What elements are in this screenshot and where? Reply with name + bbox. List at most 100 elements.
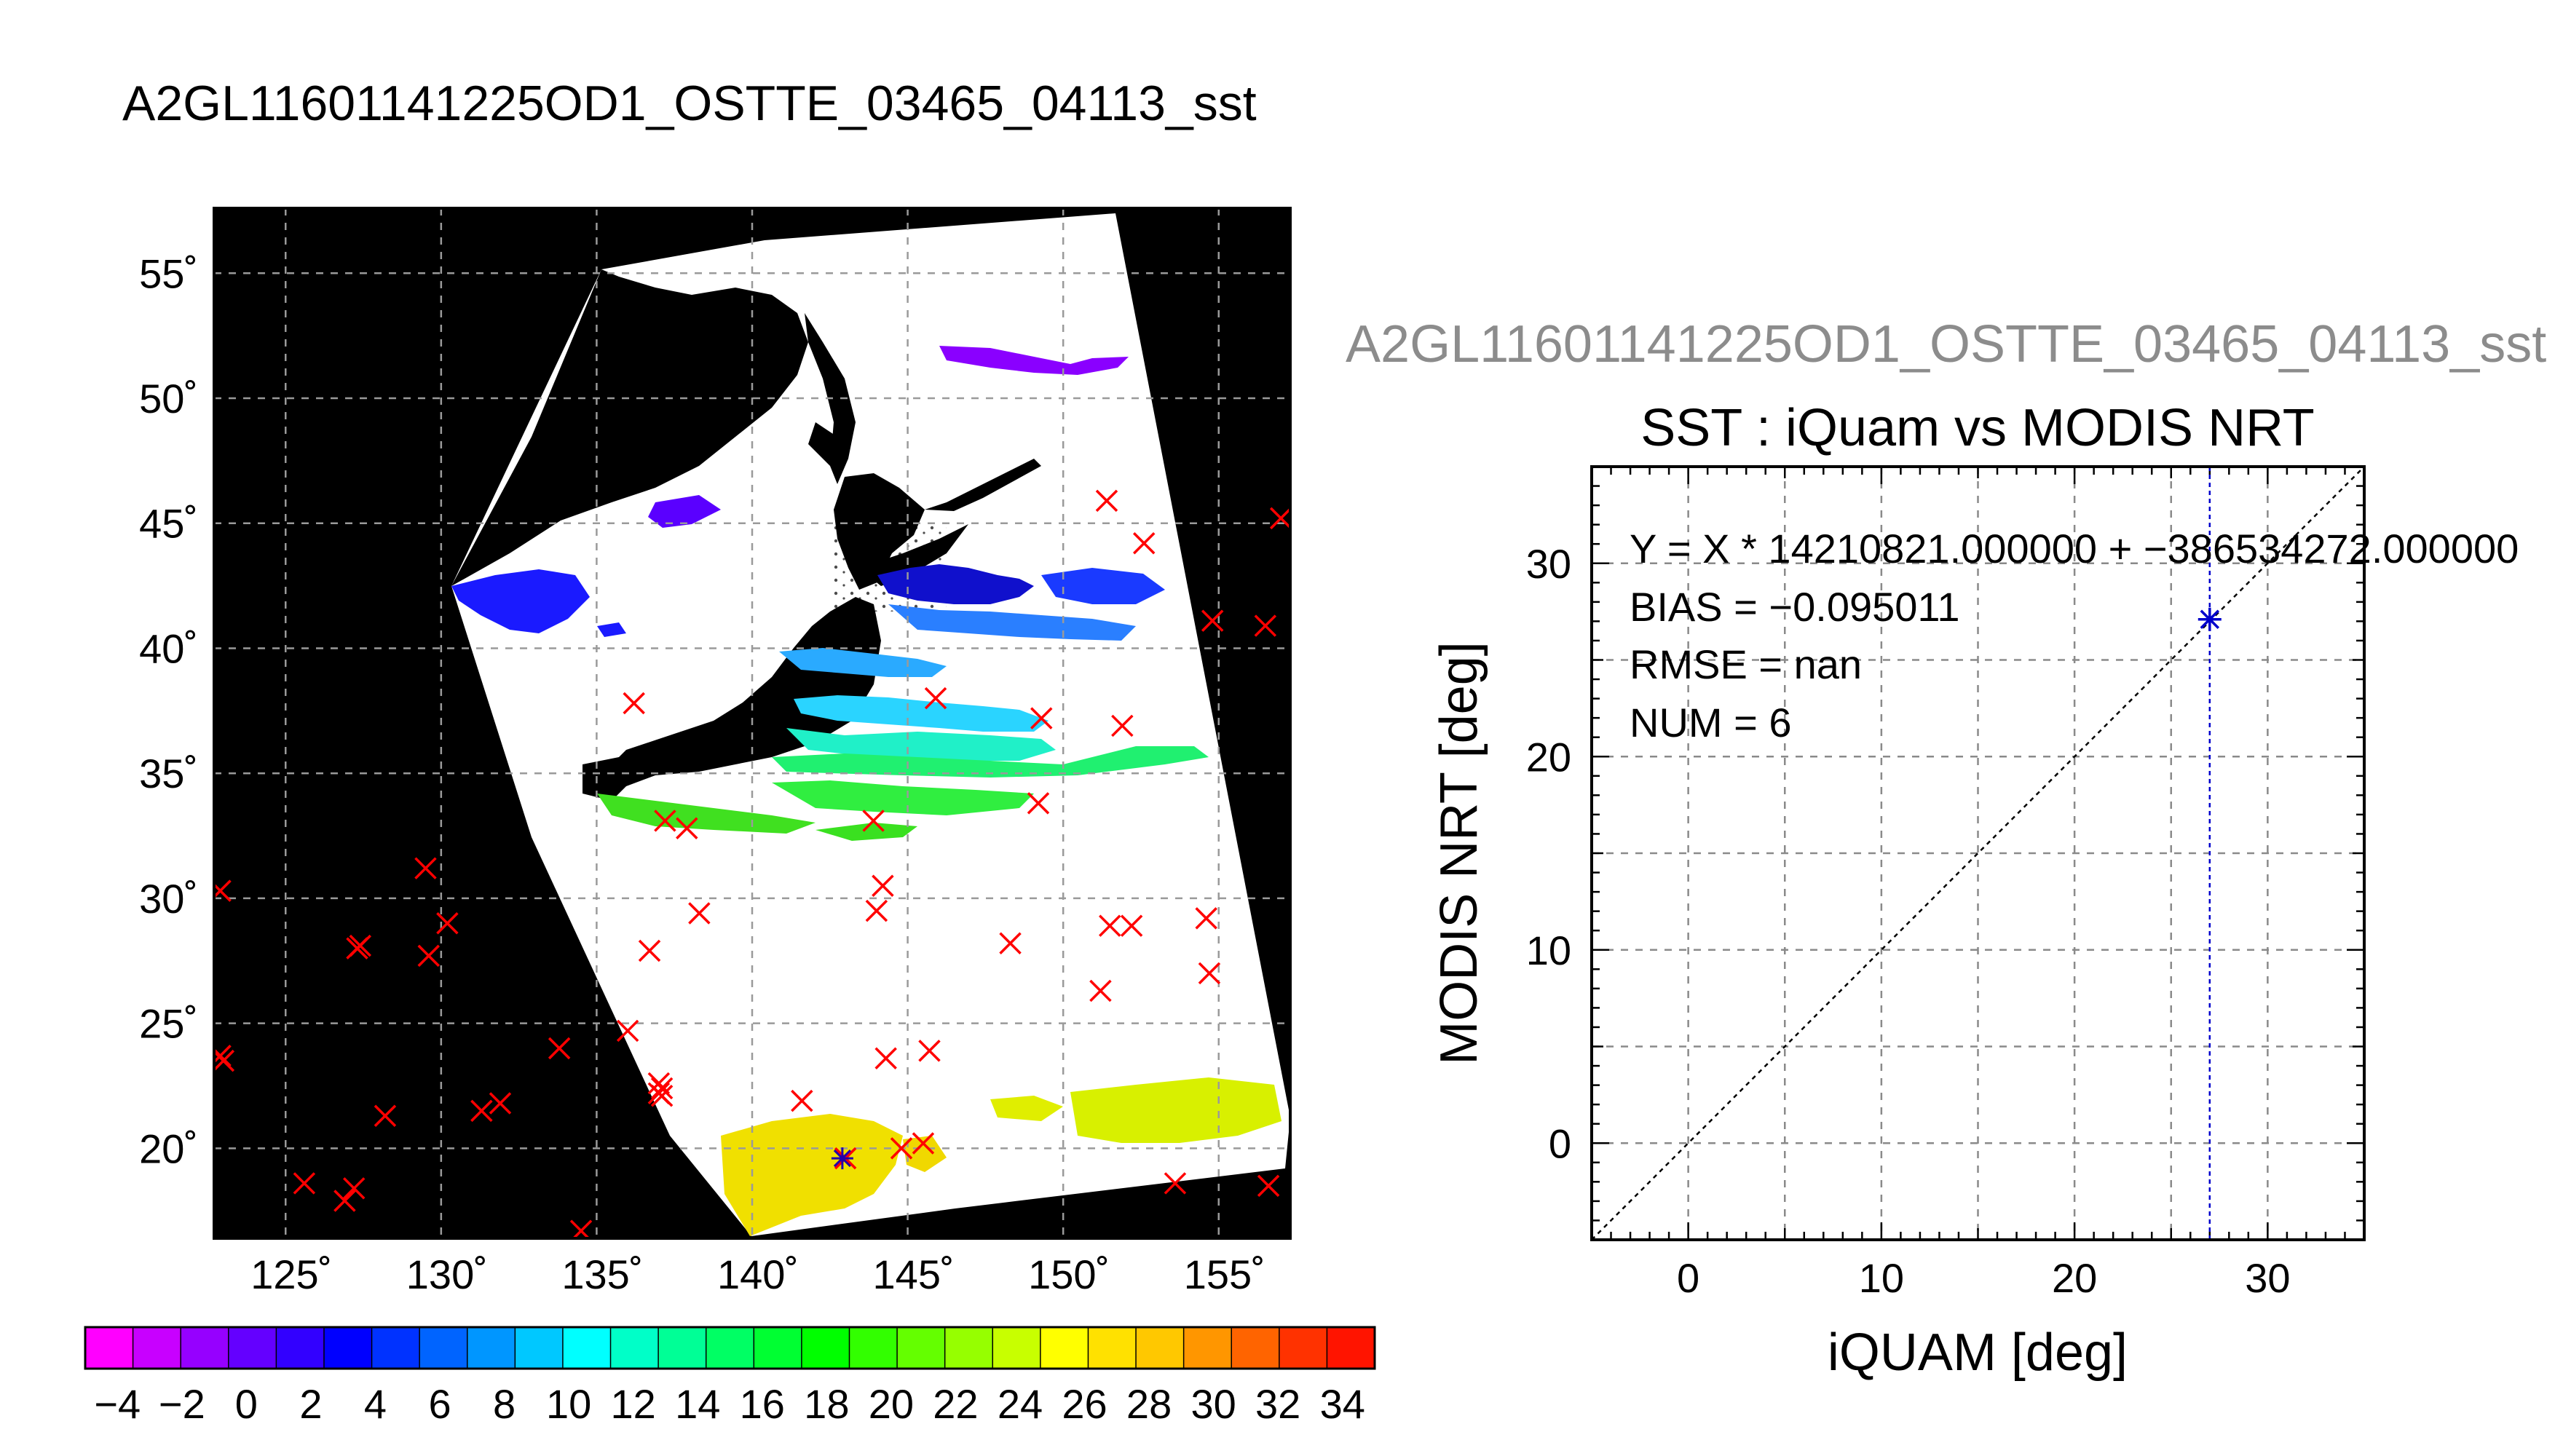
map-tick-labels: 125˚ 130˚ 135˚ 140˚ 145˚ 150˚ 155˚ 55˚ 50˚ 45˚ 40˚… <box>139 250 1265 1297</box>
scatter-annotation-line: NUM = 6 <box>1630 700 1792 745</box>
map-lon-tick-label: 140˚ <box>717 1251 799 1297</box>
scatter-annotation-line: RMSE = nan <box>1630 641 1862 687</box>
map-marker-x <box>1269 507 1290 530</box>
map-lon-tick-label: 130˚ <box>406 1251 488 1297</box>
colorbar-tick-label: 2 <box>299 1381 322 1427</box>
map-marker-x <box>688 902 711 925</box>
colorbar-segment <box>181 1327 229 1369</box>
map-marker-x <box>489 1092 512 1115</box>
map-marker-x <box>342 1177 366 1200</box>
colorbar-segment <box>85 1327 134 1369</box>
map-lon-tick-label: 155˚ <box>1184 1251 1265 1297</box>
scatter-x-tick-label: 0 <box>1677 1255 1699 1301</box>
scatter-x-tick-label: 30 <box>2245 1255 2290 1301</box>
map-marker-x <box>918 1040 941 1062</box>
map-marker-x <box>650 1085 674 1107</box>
colorbar-segment <box>371 1327 420 1369</box>
map-lon-tick-label: 135˚ <box>561 1251 643 1297</box>
main-title: A2GL11601141225OD1_OSTTE_03465_04113_sst <box>122 76 1257 131</box>
map-marker-x <box>1095 489 1118 513</box>
map-marker-x <box>1254 614 1277 637</box>
map-marker-x <box>436 912 459 935</box>
map-marker-x <box>623 692 645 715</box>
map-marker-x <box>999 932 1022 954</box>
map-marker-x <box>650 1077 674 1100</box>
map-marker-x <box>1195 907 1217 930</box>
map-panel <box>214 208 1290 1238</box>
map-marker-x <box>374 1104 397 1127</box>
sst-patches <box>451 346 1282 1236</box>
colorbar-tick-labels: −4 −2 0 2 4 6 8 10 12 14 16 18 20 22 24 26 28 30 32 34 <box>94 1381 1365 1427</box>
map-star-marker <box>831 1147 853 1170</box>
map-marker-x <box>1099 914 1121 937</box>
scatter-lines <box>1592 467 2364 1240</box>
scatter-title: SST : iQuam vs MODIS NRT <box>1640 399 2315 457</box>
map-marker-x <box>470 1099 493 1123</box>
colorbar-segment <box>562 1327 612 1369</box>
colorbar-tick-label: 22 <box>933 1381 978 1427</box>
map-marker-x <box>1257 1174 1280 1198</box>
map-marker-x <box>349 934 372 957</box>
colorbar-tick-label: 4 <box>364 1381 387 1427</box>
map-marker-x <box>616 1019 639 1042</box>
colorbar-segment <box>228 1327 277 1369</box>
map-lon-tick-label: 125˚ <box>250 1251 332 1297</box>
colorbar-segment <box>849 1327 898 1369</box>
map-lat-tick-label: 40˚ <box>139 625 198 671</box>
colorbar-segment <box>1327 1327 1375 1369</box>
map-marker-x <box>333 1190 356 1212</box>
map-marker-x <box>791 1089 813 1112</box>
map-lat-tick-label: 35˚ <box>139 751 198 796</box>
scatter-x-tick-label: 10 <box>1859 1255 1904 1301</box>
colorbar-tick-label: 14 <box>675 1381 720 1427</box>
map-lat-tick-label: 50˚ <box>139 376 198 422</box>
colorbar-segment <box>706 1327 754 1369</box>
scatter-annotations: Y = X * 14210821.000000 + −386534272.000… <box>1630 526 2519 745</box>
map-marker-x <box>1120 914 1143 937</box>
scatter-xlabel: iQUAM [deg] <box>1828 1324 2128 1382</box>
map-lon-tick-label: 145˚ <box>873 1251 955 1297</box>
colorbar-tick-label: 18 <box>804 1381 849 1427</box>
scatter-gridlines <box>1592 467 2364 1240</box>
map-marker-x <box>1030 707 1053 729</box>
map-star-marker-glyph <box>831 1147 853 1170</box>
map-gridlines <box>214 208 1290 1238</box>
colorbar-segment <box>801 1327 850 1369</box>
colorbar-tick-label: 6 <box>428 1381 451 1427</box>
map-marker-x <box>638 939 661 962</box>
map-marker-x <box>1201 609 1224 632</box>
map-marker-x <box>862 810 885 832</box>
scatter-y-tick-label: 10 <box>1526 927 1571 973</box>
scatter-y-tick-label: 30 <box>1526 541 1571 587</box>
colorbar-segment <box>658 1327 707 1369</box>
map-marker-x <box>1027 792 1050 815</box>
colorbar-tick-label: 28 <box>1126 1381 1172 1427</box>
colorbar-tick-label: 26 <box>1062 1381 1107 1427</box>
scatter-ylabel: MODIS NRT [deg] <box>1430 641 1488 1065</box>
colorbar-segment <box>419 1327 468 1369</box>
map-lat-tick-label: 45˚ <box>139 501 198 547</box>
colorbar-tick-label: 8 <box>493 1381 516 1427</box>
colorbar-segment <box>1040 1327 1089 1369</box>
map-marker-x <box>924 687 947 710</box>
map-marker-x <box>865 899 888 922</box>
one-to-one-line <box>1592 467 2364 1240</box>
colorbar-tick-label: 34 <box>1320 1381 1365 1427</box>
map-marker-x <box>214 879 232 902</box>
map-marker-x <box>874 1047 897 1069</box>
colorbar-segment <box>897 1327 946 1369</box>
colorbar-segment <box>515 1327 564 1369</box>
colorbar-segment <box>1088 1327 1137 1369</box>
colorbar-tick-label: 16 <box>740 1381 785 1427</box>
scatter-points <box>2197 607 2222 631</box>
colorbar-segment <box>1231 1327 1280 1369</box>
colorbar-tick-label: 30 <box>1190 1381 1236 1427</box>
map-lat-tick-label: 30˚ <box>139 876 198 922</box>
map-marker-x <box>214 1045 232 1067</box>
colorbar-tick-label: −2 <box>159 1381 205 1427</box>
map-lat-tick-label: 20˚ <box>139 1125 198 1171</box>
scatter-subtitle: A2GL11601141225OD1_OSTTE_03465_04113_sst <box>1346 315 2546 373</box>
map-marker-x <box>647 1072 671 1095</box>
scatter-annotation-line: BIAS = −0.095011 <box>1630 584 1960 630</box>
